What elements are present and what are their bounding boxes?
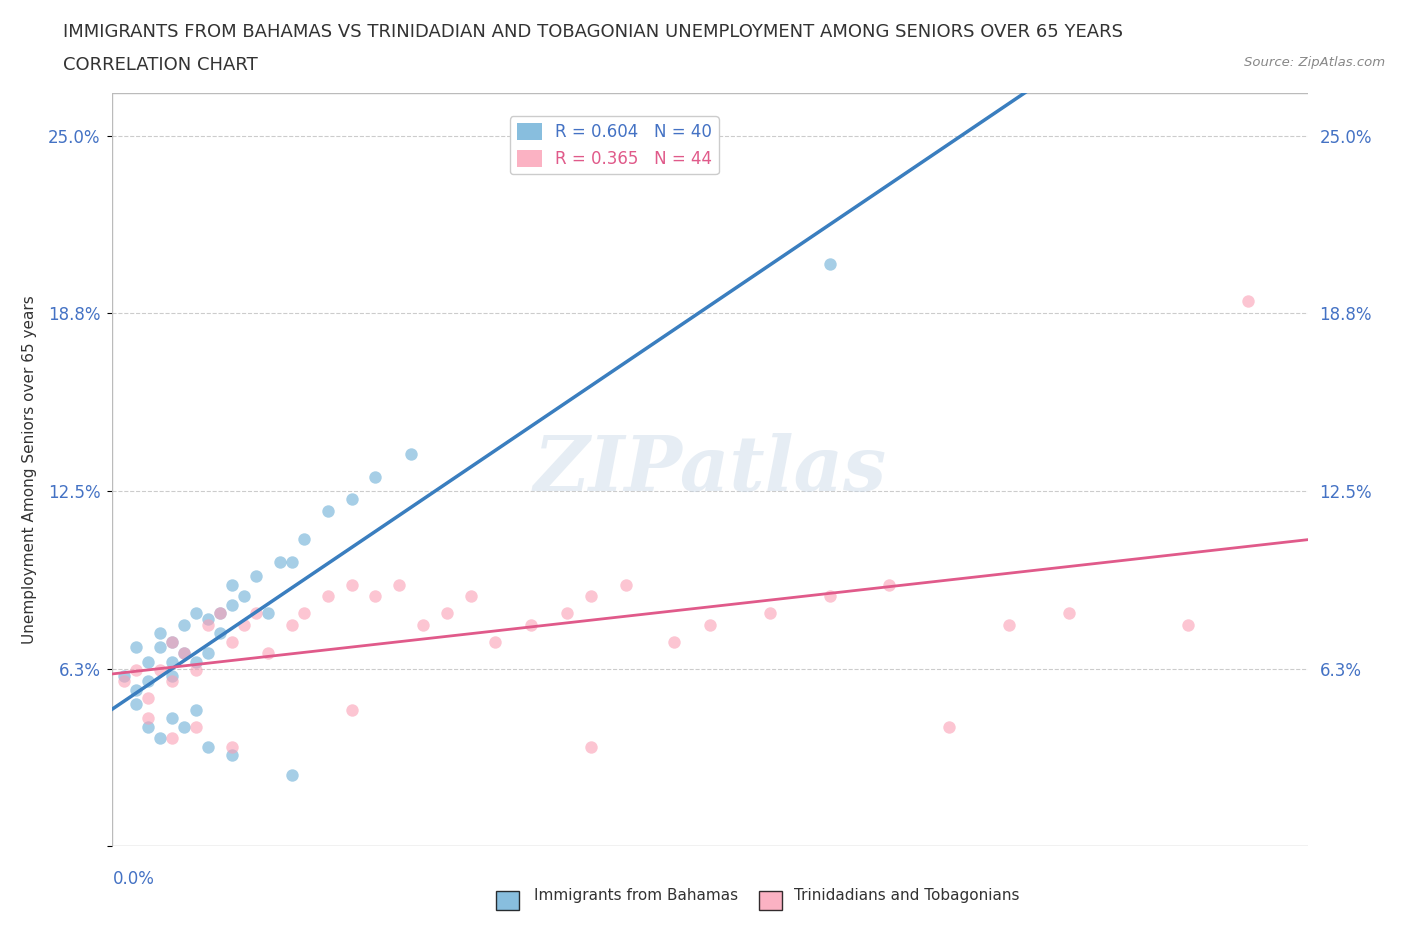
Point	[186, 720, 208, 735]
Point	[125, 697, 148, 711]
Point	[388, 578, 411, 592]
Point	[340, 702, 363, 717]
Point	[245, 605, 267, 620]
Point	[186, 702, 208, 717]
Point	[1177, 618, 1199, 632]
Point	[114, 669, 135, 684]
Point	[401, 446, 423, 461]
Point	[257, 605, 280, 620]
Text: CORRELATION CHART: CORRELATION CHART	[63, 56, 259, 73]
Point	[197, 739, 219, 754]
Point	[149, 640, 172, 655]
Legend: R = 0.604   N = 40, R = 0.365   N = 44: R = 0.604 N = 40, R = 0.365 N = 44	[510, 116, 718, 175]
Point	[818, 256, 841, 271]
Point	[221, 597, 243, 612]
Point	[173, 618, 195, 632]
Point	[699, 618, 721, 632]
Point	[149, 662, 172, 677]
Point	[281, 554, 304, 569]
Point	[818, 589, 841, 604]
Point	[138, 654, 160, 669]
Text: IMMIGRANTS FROM BAHAMAS VS TRINIDADIAN AND TOBAGONIAN UNEMPLOYMENT AMONG SENIORS: IMMIGRANTS FROM BAHAMAS VS TRINIDADIAN A…	[63, 23, 1123, 41]
Text: 0.0%: 0.0%	[112, 870, 155, 888]
Point	[221, 634, 243, 649]
Point	[173, 720, 195, 735]
Point	[269, 554, 291, 569]
Point	[197, 611, 219, 626]
Point	[209, 605, 232, 620]
Point	[257, 645, 280, 660]
Point	[209, 626, 232, 641]
Point	[281, 768, 304, 783]
Point	[173, 645, 195, 660]
Point	[412, 618, 434, 632]
Point	[938, 720, 960, 735]
Point	[162, 674, 183, 689]
Point	[186, 605, 208, 620]
Point	[197, 618, 219, 632]
Point	[245, 569, 267, 584]
Text: Trinidadians and Tobagonians: Trinidadians and Tobagonians	[794, 888, 1019, 903]
Point	[149, 626, 172, 641]
Point	[162, 654, 183, 669]
Point	[114, 674, 135, 689]
Text: Immigrants from Bahamas: Immigrants from Bahamas	[534, 888, 738, 903]
Point	[616, 578, 638, 592]
Point	[125, 662, 148, 677]
Text: Source: ZipAtlas.com: Source: ZipAtlas.com	[1244, 56, 1385, 69]
Point	[125, 640, 148, 655]
Point	[520, 618, 543, 632]
Point	[281, 618, 304, 632]
Point	[579, 589, 602, 604]
Y-axis label: Unemployment Among Seniors over 65 years: Unemployment Among Seniors over 65 years	[22, 296, 37, 644]
Point	[149, 731, 172, 746]
Point	[460, 589, 482, 604]
Point	[186, 654, 208, 669]
Point	[759, 605, 782, 620]
Point	[138, 691, 160, 706]
Point	[221, 739, 243, 754]
Point	[364, 470, 387, 485]
Point	[998, 618, 1021, 632]
Point	[221, 748, 243, 763]
Point	[292, 605, 315, 620]
Point	[340, 492, 363, 507]
Point	[186, 662, 208, 677]
Point	[125, 683, 148, 698]
Point	[316, 503, 339, 518]
Point	[221, 578, 243, 592]
Point	[664, 634, 686, 649]
Point	[879, 578, 901, 592]
Point	[162, 634, 183, 649]
Point	[162, 634, 183, 649]
Point	[1237, 293, 1260, 308]
Point	[436, 605, 458, 620]
Point	[292, 532, 315, 547]
Point	[173, 645, 195, 660]
Point	[138, 711, 160, 725]
Point	[209, 605, 232, 620]
Text: ZIPatlas: ZIPatlas	[533, 432, 887, 507]
Point	[316, 589, 339, 604]
Point	[138, 720, 160, 735]
Point	[484, 634, 506, 649]
Point	[162, 711, 183, 725]
Point	[233, 618, 256, 632]
Point	[1057, 605, 1080, 620]
Point	[162, 669, 183, 684]
Point	[555, 605, 578, 620]
Point	[340, 578, 363, 592]
Point	[579, 739, 602, 754]
Point	[197, 645, 219, 660]
Point	[138, 674, 160, 689]
Point	[233, 589, 256, 604]
Point	[364, 589, 387, 604]
Point	[162, 731, 183, 746]
